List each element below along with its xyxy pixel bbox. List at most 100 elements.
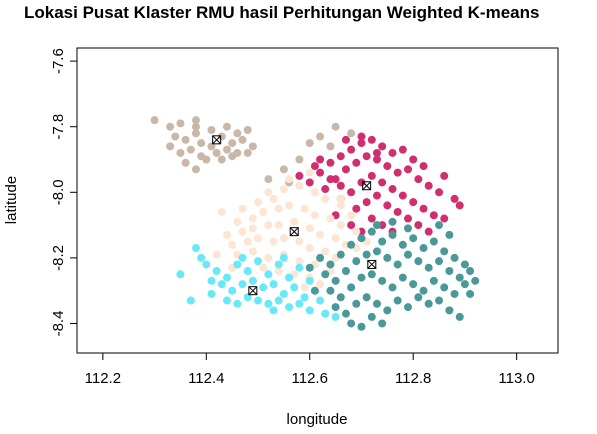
data-point-cluster-3 [316, 280, 325, 289]
data-point-cluster-5 [362, 250, 371, 259]
data-point-cluster-1 [305, 139, 314, 148]
data-point-cluster-4 [238, 253, 247, 262]
data-point-cluster-4 [295, 299, 304, 308]
data-point-cluster-1 [202, 155, 211, 164]
data-point-cluster-2 [305, 178, 314, 187]
data-point-cluster-5 [388, 230, 397, 239]
data-point-cluster-2 [336, 152, 345, 161]
data-point-cluster-2 [352, 204, 361, 213]
data-point-cluster-5 [321, 270, 330, 279]
data-point-cluster-5 [450, 253, 459, 262]
data-point-cluster-1 [228, 152, 237, 161]
data-point-cluster-3 [274, 221, 283, 230]
data-point-cluster-2 [388, 148, 397, 157]
data-point-cluster-4 [176, 270, 185, 279]
data-point-cluster-4 [202, 260, 211, 269]
data-point-cluster-2 [409, 198, 418, 207]
data-point-cluster-5 [445, 230, 454, 239]
data-point-cluster-4 [321, 309, 330, 318]
data-point-cluster-2 [367, 214, 376, 223]
data-point-cluster-5 [383, 306, 392, 315]
data-point-cluster-5 [367, 270, 376, 279]
data-point-cluster-2 [450, 194, 459, 203]
data-point-cluster-1 [264, 175, 273, 184]
y-tick-label: -8.0 [50, 179, 67, 205]
data-point-cluster-1 [191, 122, 200, 131]
data-point-cluster-5 [429, 237, 438, 246]
data-point-cluster-1 [207, 125, 216, 134]
data-point-cluster-2 [347, 221, 356, 230]
data-point-cluster-2 [341, 165, 350, 174]
data-point-cluster-5 [445, 306, 454, 315]
data-point-cluster-3 [305, 244, 314, 253]
data-point-cluster-4 [254, 296, 263, 305]
data-point-cluster-5 [440, 283, 449, 292]
data-point-cluster-4 [197, 253, 206, 262]
data-point-cluster-1 [166, 142, 175, 151]
data-point-cluster-3 [326, 214, 335, 223]
data-point-cluster-5 [347, 240, 356, 249]
data-point-cluster-3 [274, 204, 283, 213]
data-point-cluster-3 [347, 211, 356, 220]
data-point-cluster-4 [228, 286, 237, 295]
data-point-cluster-5 [372, 247, 381, 256]
data-point-cluster-1 [316, 132, 325, 141]
data-point-cluster-3 [269, 237, 278, 246]
data-point-cluster-2 [336, 181, 345, 190]
data-point-cluster-4 [269, 280, 278, 289]
data-point-cluster-4 [285, 273, 294, 282]
plot-area-frame [76, 47, 559, 354]
data-point-cluster-3 [331, 234, 340, 243]
data-point-cluster-5 [378, 319, 387, 328]
data-point-cluster-2 [357, 178, 366, 187]
data-point-cluster-5 [341, 309, 350, 318]
data-point-cluster-1 [176, 148, 185, 157]
data-point-cluster-5 [435, 296, 444, 305]
data-point-cluster-3 [295, 181, 304, 190]
data-point-cluster-5 [305, 263, 314, 272]
data-point-cluster-5 [455, 273, 464, 282]
data-point-cluster-4 [269, 306, 278, 315]
data-point-cluster-4 [259, 283, 268, 292]
data-point-cluster-2 [357, 139, 366, 148]
data-point-cluster-3 [300, 283, 309, 292]
data-point-cluster-1 [212, 148, 221, 157]
y-tick-label: -7.8 [50, 114, 67, 140]
data-point-cluster-2 [435, 188, 444, 197]
data-point-cluster-2 [362, 198, 371, 207]
data-point-cluster-5 [450, 289, 459, 298]
data-point-cluster-5 [357, 273, 366, 282]
data-point-cluster-3 [238, 204, 247, 213]
data-point-cluster-5 [460, 280, 469, 289]
data-point-cluster-3 [264, 188, 273, 197]
x-tick-label: 112.2 [85, 370, 121, 387]
data-point-cluster-3 [238, 227, 247, 236]
x-tick-label: 112.6 [292, 370, 328, 387]
data-point-cluster-1 [181, 158, 190, 167]
data-point-cluster-1 [243, 148, 252, 157]
chart-title: Lokasi Pusat Klaster RMU hasil Perhitung… [24, 3, 539, 22]
data-point-cluster-4 [186, 296, 195, 305]
data-point-cluster-2 [367, 171, 376, 180]
y-axis: -7.6 -7.8 -8.0 -8.2 -8.4 [50, 48, 78, 336]
data-point-cluster-2 [383, 162, 392, 171]
data-point-cluster-3 [264, 221, 273, 230]
cluster-centers [212, 135, 377, 296]
x-tick-label: 113.0 [498, 370, 534, 387]
x-axis: 112.2 112.4 112.6 112.8 113.0 [85, 352, 535, 387]
data-point-cluster-5 [404, 224, 413, 233]
data-point-cluster-3 [321, 247, 330, 256]
data-point-cluster-2 [424, 227, 433, 236]
data-point-cluster-4 [248, 276, 257, 285]
cluster-center-5-marker [367, 259, 377, 269]
data-point-cluster-3 [217, 207, 226, 216]
data-point-cluster-5 [429, 276, 438, 285]
data-point-cluster-3 [254, 234, 263, 243]
data-point-cluster-4 [331, 312, 340, 321]
data-point-cluster-2 [440, 214, 449, 223]
data-point-cluster-5 [326, 260, 335, 269]
data-point-cluster-2 [378, 142, 387, 151]
data-point-cluster-4 [300, 293, 309, 302]
data-point-cluster-3 [295, 257, 304, 266]
